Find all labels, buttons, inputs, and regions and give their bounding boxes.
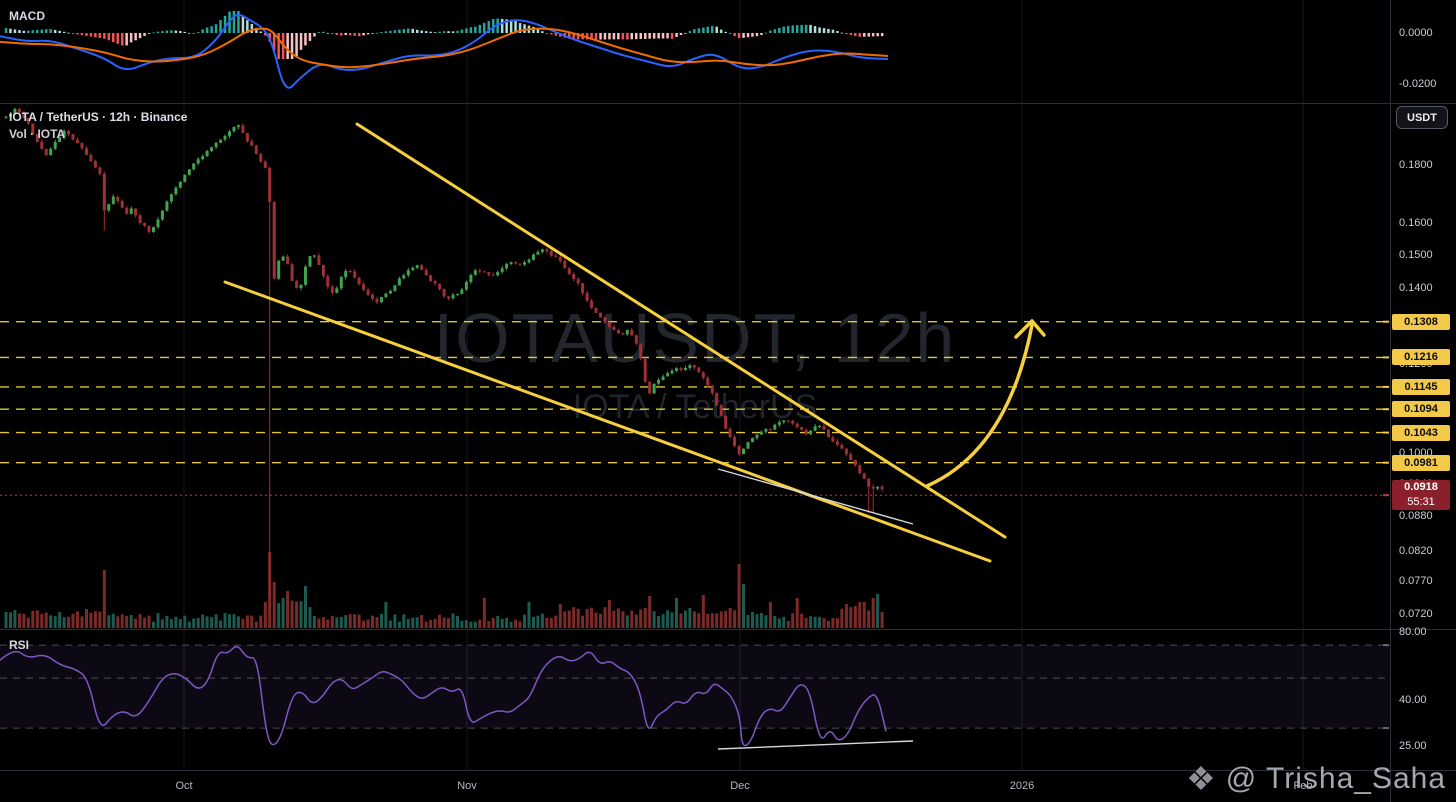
last-price-value: 0.0918 <box>1404 481 1438 494</box>
price-tick-label: 0.1600 <box>1399 216 1433 229</box>
bar-countdown: 55:31 <box>1407 496 1435 509</box>
price-level-badge: 0.1308 <box>1392 313 1450 330</box>
last-price-badge: 0.0918 55:31 <box>1392 480 1450 511</box>
macd-tick-label: -0.0200 <box>1399 78 1437 90</box>
currency-toggle-button[interactable]: USDT <box>1396 106 1448 129</box>
macd-tick-label: 0.0000 <box>1399 27 1433 39</box>
time-axis-label: Nov <box>457 780 477 792</box>
rsi-tick-label: 25.00 <box>1399 739 1427 752</box>
watermark-pair: IOTA / TetherUS <box>572 388 818 426</box>
rsi-tick-label: 80.00 <box>1399 626 1427 638</box>
price-axis[interactable]: USDT 0.18000.16000.15000.14000.12000.100… <box>1390 0 1456 802</box>
price-tick-label: 0.0880 <box>1399 509 1433 522</box>
price-tick-label: 0.1500 <box>1399 248 1433 261</box>
attribution-text: @ Trisha_Saha <box>1225 762 1446 795</box>
watermark: IOTAUSDT, 12h IOTA / TetherUS <box>434 298 957 427</box>
time-axis-label: Oct <box>175 780 193 792</box>
time-axis-label: Dec <box>730 780 750 792</box>
time-axis-label: Feb <box>1293 780 1313 792</box>
attribution: ❖ @ Trisha_Saha <box>1186 762 1446 796</box>
price-tick-label: 0.1400 <box>1399 282 1433 295</box>
rsi-tick-label: 40.00 <box>1399 693 1427 706</box>
price-level-badge: 0.1145 <box>1392 378 1450 395</box>
price-tick-label: 0.1800 <box>1399 159 1433 172</box>
price-level-badge: 0.1094 <box>1392 401 1450 418</box>
price-level-badge: 0.0981 <box>1392 454 1450 471</box>
time-axis-label: 2026 <box>1009 780 1035 792</box>
price-tick-label: 0.0720 <box>1399 608 1433 621</box>
time-axis[interactable]: Oct Nov Dec 2026 Feb <box>0 771 1456 802</box>
price-tick-label: 0.0770 <box>1399 575 1433 588</box>
price-level-badge: 0.1043 <box>1392 424 1450 441</box>
price-level-badge: 0.1216 <box>1392 349 1450 366</box>
price-tick-label: 0.0820 <box>1399 544 1433 557</box>
binance-logo-icon: ❖ <box>1186 760 1217 797</box>
